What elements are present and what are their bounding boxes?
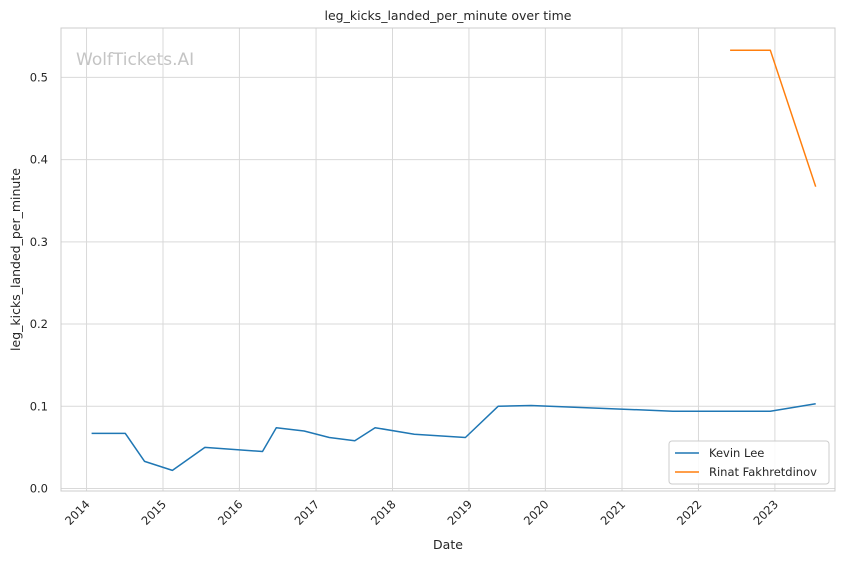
legend-box	[668, 440, 830, 485]
x-tick-label: 2023	[750, 497, 781, 528]
gridlines	[61, 28, 835, 491]
legend-label: Kevin Lee	[709, 446, 764, 460]
x-tick-label: 2019	[444, 497, 475, 528]
y-tick-label: 0.2	[30, 317, 48, 331]
x-tick-label: 2017	[292, 497, 323, 528]
x-tick-label: 2018	[368, 497, 399, 528]
legend-label: Rinat Fakhretdinov	[709, 465, 817, 479]
x-tick-label: 2015	[139, 497, 170, 528]
series-lines	[91, 49, 817, 472]
y-tick-label: 0.0	[30, 482, 48, 496]
x-tick-label: 2021	[598, 497, 629, 528]
chart-title: leg_kicks_landed_per_minute over time	[325, 8, 572, 23]
series-line-2	[730, 49, 817, 187]
y-axis-title: leg_kicks_landed_per_minute	[8, 168, 23, 351]
y-tick-label: 0.5	[30, 70, 48, 84]
x-tick-label: 2022	[674, 497, 705, 528]
x-tick-label: 2020	[521, 497, 552, 528]
y-tick-label: 0.1	[30, 399, 48, 413]
x-tick-label: 2014	[62, 497, 93, 528]
plot-area	[60, 27, 836, 492]
y-tick-label: 0.3	[30, 235, 48, 249]
x-tick-label: 2016	[215, 497, 246, 528]
watermark: WolfTickets.AI	[76, 50, 194, 70]
x-axis-ticks: 2014 2015 2016 2017 2018 2019 2020 2021 2022 2023	[62, 497, 781, 528]
x-axis-title: Date	[433, 537, 463, 552]
y-axis-ticks: 0.0 0.1 0.2 0.3 0.4 0.5	[30, 70, 48, 495]
y-tick-label: 0.4	[30, 153, 48, 167]
series-line-1	[91, 403, 816, 472]
legend: Kevin Lee Rinat Fakhretdinov	[668, 440, 830, 485]
